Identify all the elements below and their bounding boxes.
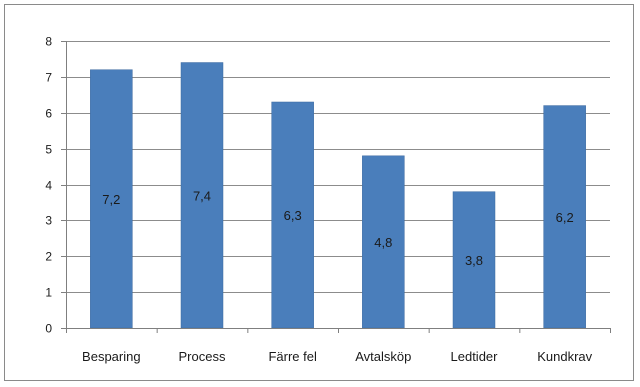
y-tick-label: 6 [45,107,52,121]
gridlines [66,41,610,293]
data-label: 7,4 [193,188,211,203]
x-tick-label: Färre fel [268,349,317,364]
bar [452,191,496,329]
bar [271,101,314,329]
bar [362,155,405,329]
y-axis-ticks: 0 1 2 3 4 5 6 7 8 [45,35,66,336]
y-tick-label: 2 [45,250,52,264]
axes [66,41,610,329]
x-tick-label: Ledtider [451,349,499,364]
y-tick-label: 1 [45,286,52,300]
x-tick-label: Process [179,349,226,364]
y-tick-label: 3 [45,214,52,228]
y-tick-label: 5 [45,143,52,157]
bar [543,105,586,329]
x-axis-labels: Besparing Process Färre fel Avtalsköp Ledtid… [66,328,611,364]
x-tick-label: Besparing [82,349,141,364]
x-tick-label: Kundkrav [537,349,592,364]
data-label: 4,8 [374,235,392,250]
data-label: 6,3 [284,208,302,223]
x-tick-label: Avtalsköp [355,349,411,364]
data-label: 6,2 [556,210,574,225]
data-label: 3,8 [465,253,483,268]
bar [180,62,224,329]
bar [90,69,133,329]
y-tick-label: 7 [45,71,52,85]
data-label: 7,2 [102,192,120,207]
data-labels: 7,2 7,4 6,3 4,8 3,8 6,2 [102,188,573,268]
y-tick-label: 8 [45,35,52,49]
y-tick-label: 0 [45,322,52,336]
y-tick-label: 4 [45,179,52,193]
bars [90,62,586,329]
